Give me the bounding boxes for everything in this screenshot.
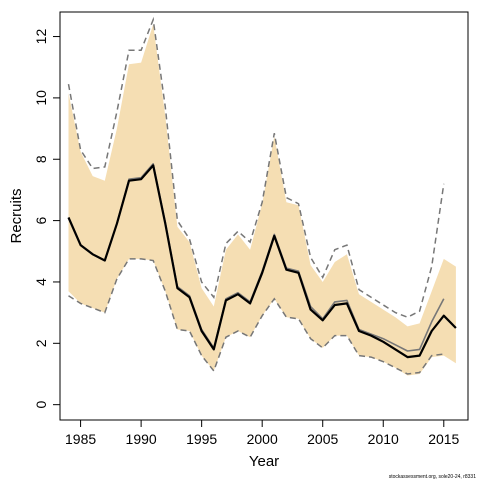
x-tick-label: 2000 bbox=[247, 431, 278, 447]
credit-text: stockassessment.org, sole20-24, r8331 bbox=[389, 474, 476, 480]
y-tick-label: 8 bbox=[33, 155, 49, 163]
x-tick-label: 2015 bbox=[428, 431, 459, 447]
previous-confidence-band-layer bbox=[67, 16, 445, 375]
y-axis-title: Recruits bbox=[8, 188, 25, 243]
confidence-band-layer bbox=[68, 24, 456, 376]
previous-upper-bound-line bbox=[67, 16, 445, 319]
x-axis-title: Year bbox=[249, 453, 279, 470]
previous-lower-bound-line bbox=[68, 258, 444, 375]
x-tick-label: 1990 bbox=[126, 431, 157, 447]
x-tick-label: 2010 bbox=[368, 431, 399, 447]
y-tick-label: 6 bbox=[33, 216, 49, 224]
x-tick-label: 2005 bbox=[307, 431, 338, 447]
x-tick-label: 1985 bbox=[65, 431, 96, 447]
estimate-line bbox=[67, 164, 457, 359]
x-tick-label: 1995 bbox=[186, 431, 217, 447]
plot-frame bbox=[59, 11, 469, 421]
y-axis: 0 2 4 6 8 10 12 bbox=[33, 29, 60, 409]
x-axis: 1985 1990 1995 2000 2005 2010 2015 bbox=[65, 420, 460, 447]
series-layer bbox=[67, 163, 457, 359]
y-tick-label: 12 bbox=[33, 29, 49, 45]
confidence-band bbox=[68, 24, 456, 376]
y-tick-label: 0 bbox=[33, 401, 49, 409]
y-tick-label: 4 bbox=[33, 278, 49, 286]
y-tick-label: 10 bbox=[33, 90, 49, 106]
y-tick-label: 2 bbox=[33, 339, 49, 347]
